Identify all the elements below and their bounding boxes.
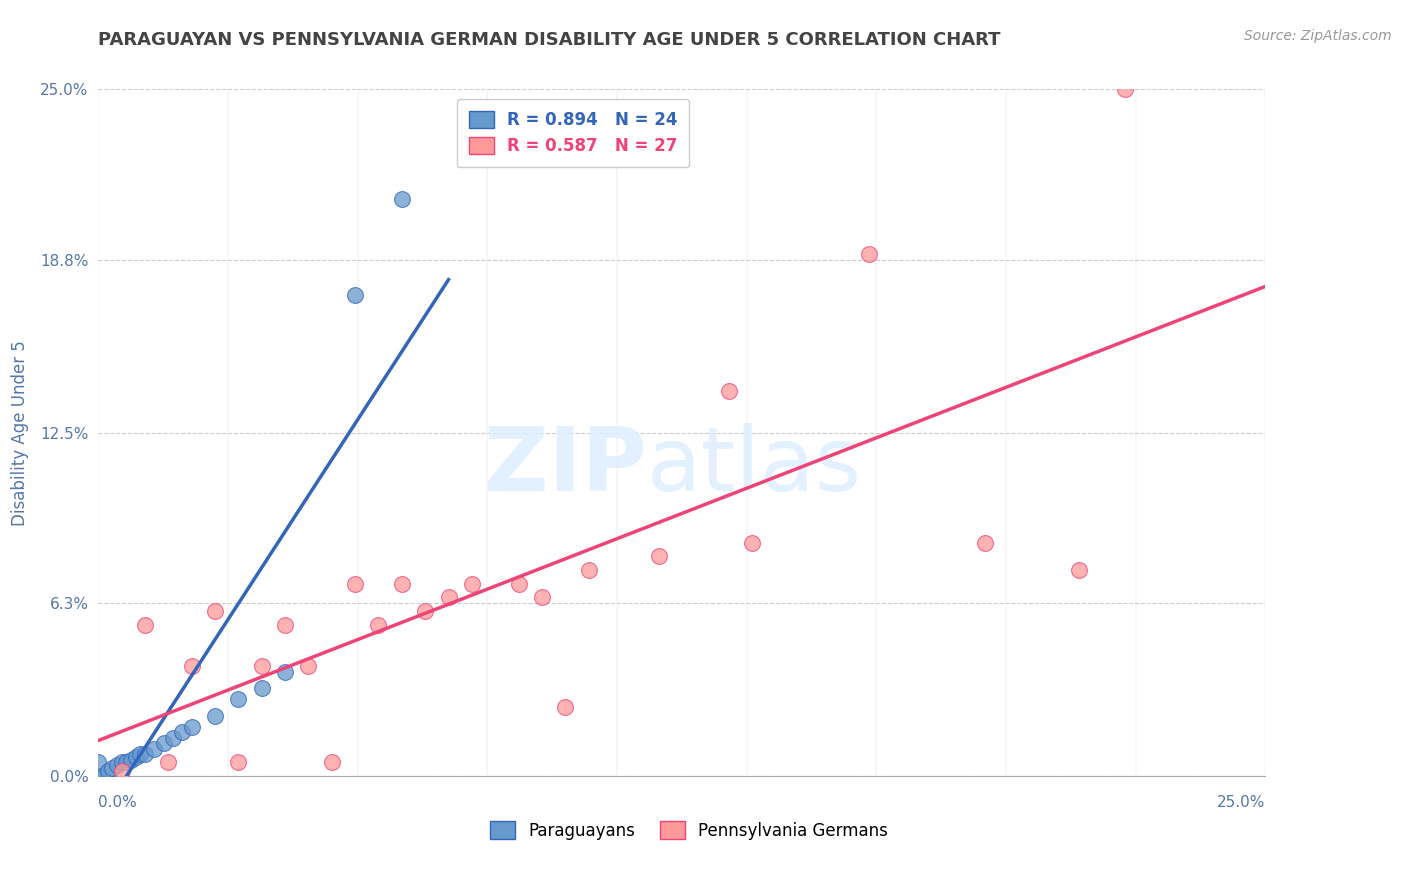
Text: PARAGUAYAN VS PENNSYLVANIA GERMAN DISABILITY AGE UNDER 5 CORRELATION CHART: PARAGUAYAN VS PENNSYLVANIA GERMAN DISABI… (98, 31, 1001, 49)
Point (413, 604, 436, 618)
Text: Source: ZipAtlas.com: Source: ZipAtlas.com (1244, 29, 1392, 43)
Point (180, 720, 202, 734)
Point (741, 535, 763, 549)
Point (87, 769, 110, 783)
Point (228, 692, 250, 706)
Point (530, 591, 553, 605)
Point (143, 741, 166, 756)
Legend: R = 0.894   N = 24, R = 0.587   N = 27: R = 0.894 N = 24, R = 0.587 N = 27 (457, 99, 689, 167)
Point (172, 725, 194, 739)
Point (87, 769, 110, 783)
Point (105, 758, 128, 772)
Point (344, 288, 367, 302)
Legend: Paraguayans, Pennsylvania Germans: Paraguayans, Pennsylvania Germans (481, 814, 897, 848)
Point (858, 247, 880, 261)
Text: atlas: atlas (647, 424, 862, 510)
Point (321, 756, 343, 770)
Text: ZIP: ZIP (484, 424, 647, 510)
Point (180, 659, 202, 673)
Point (250, 681, 273, 695)
Point (125, 749, 148, 764)
Point (129, 747, 152, 761)
Point (367, 618, 389, 632)
Point (554, 700, 576, 714)
Point (115, 756, 138, 770)
Point (297, 659, 319, 673)
Point (250, 659, 273, 673)
Point (391, 576, 413, 591)
Point (578, 563, 600, 577)
Y-axis label: Disability Age Under 5: Disability Age Under 5 (11, 340, 30, 525)
Point (87, 756, 110, 770)
Point (1114, 82, 1136, 96)
Point (391, 192, 413, 206)
Point (974, 535, 997, 549)
Point (1067, 563, 1090, 577)
Point (101, 761, 124, 775)
Point (717, 384, 740, 399)
Point (111, 764, 134, 778)
Point (134, 618, 156, 632)
Point (162, 731, 184, 745)
Text: 25.0%: 25.0% (1218, 796, 1265, 810)
Point (461, 576, 484, 591)
Point (134, 747, 156, 761)
Point (228, 756, 250, 770)
Point (157, 756, 180, 770)
Point (437, 591, 460, 605)
Point (508, 576, 530, 591)
Text: 0.0%: 0.0% (98, 796, 138, 810)
Point (274, 665, 297, 679)
Point (204, 604, 226, 618)
Point (647, 549, 669, 564)
Point (152, 736, 174, 750)
Point (87, 769, 110, 783)
Point (97, 764, 120, 778)
Point (204, 708, 226, 723)
Point (111, 756, 134, 770)
Point (274, 618, 297, 632)
Point (120, 753, 142, 767)
Point (344, 576, 367, 591)
